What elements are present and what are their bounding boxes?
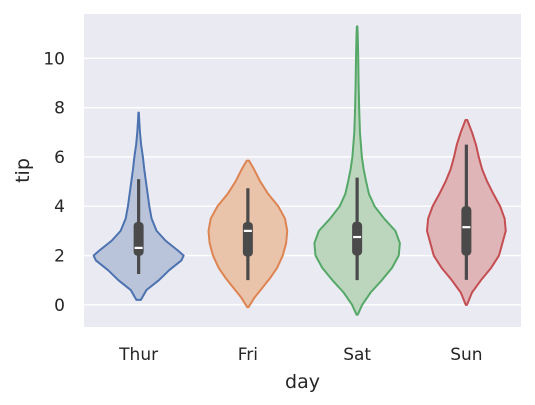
x-tick-label: Fri — [238, 345, 258, 365]
x-tick-label: Sat — [343, 345, 371, 365]
y-tick-label: 0 — [54, 296, 65, 316]
y-axis-label: tip — [12, 158, 34, 183]
y-tick-label: 6 — [54, 148, 65, 168]
violin-box — [461, 206, 472, 256]
violin-box — [242, 222, 253, 257]
x-tick-label: Sun — [450, 345, 482, 365]
violin-body — [313, 25, 401, 316]
violin-sat — [313, 25, 401, 316]
x-tick-labels: Thur Fri Sat Sun — [118, 345, 482, 365]
y-tick-label: 2 — [54, 247, 65, 267]
violin-fri — [207, 159, 289, 309]
violin-box — [133, 222, 144, 256]
x-axis-label: day — [285, 371, 320, 393]
x-tick-label: Thur — [118, 345, 158, 365]
violin-thur — [92, 111, 185, 301]
y-tick-labels: 0 2 4 6 8 10 — [43, 49, 65, 315]
y-tick-label: 8 — [54, 99, 65, 119]
violin-box — [352, 221, 363, 256]
violins — [92, 25, 507, 316]
y-tick-label: 10 — [43, 49, 65, 69]
y-tick-label: 4 — [54, 197, 65, 217]
violin-sun — [426, 118, 507, 306]
